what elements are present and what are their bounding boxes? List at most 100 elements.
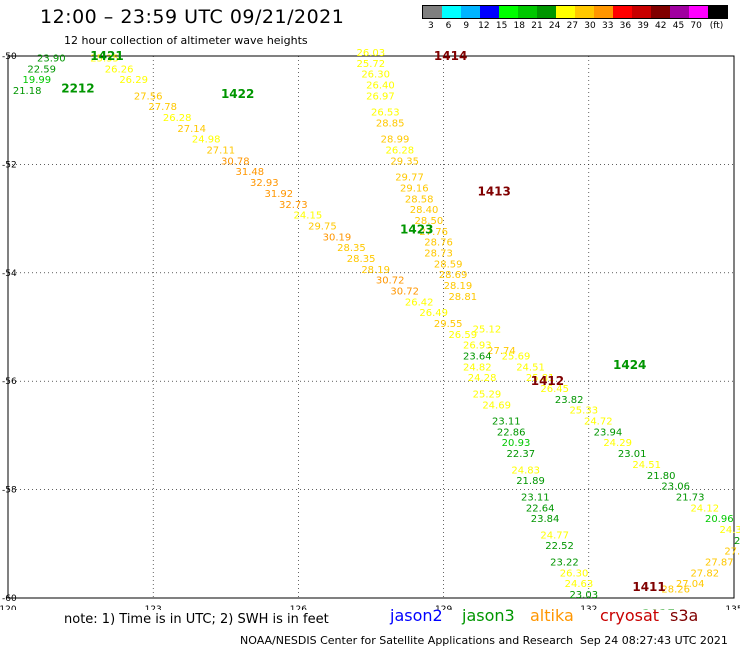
swh-value-label: 22.37 [507,449,536,460]
swh-value-label: 23.82 [555,395,584,406]
lat-tick-label: -52 [2,160,17,170]
swh-value-label: 27.74 [487,346,516,357]
legend-swatch-label: 33 [601,21,614,31]
swh-value-label: 22.86 [497,427,526,438]
swh-value-label: 24.28 [468,373,497,384]
legend-swatch-label: 9 [463,21,470,31]
legend-swatch-label: 42 [655,21,667,31]
swh-value-label: 27.14 [177,124,206,135]
legend-swatch-label: 39 [637,21,649,31]
legend-swatch-label: 6 [445,21,452,31]
swh-value-label: 30.19 [323,232,352,243]
satellite-legend-jason2: jason2 [390,606,443,625]
swh-value-label: 24.51 [516,362,545,373]
pass-time-label: 2015 [642,607,675,610]
pass-time-label: 1412 [531,374,564,388]
legend-swatch [575,6,594,18]
swh-value-label: 23.90 [37,53,66,64]
swh-value-label: 30.72 [390,286,419,297]
swh-value-label: 28.59 [434,259,463,270]
swh-value-label: 26.40 [366,81,395,92]
lat-tick-label: -58 [2,486,17,496]
pass-time-label: 1422 [221,87,254,101]
swh-value-label: 26.49 [419,308,448,319]
satellite-legend-s3a: s3a [670,606,699,625]
legend-swatch [518,6,537,18]
lon-tick-label: 129 [435,605,452,610]
legend-swatch [594,6,613,18]
legend-swatch [708,6,727,18]
swh-value-label: 23.01 [618,449,647,460]
swh-value-label: 24.33 [719,525,740,536]
swh-value-label: 28.35 [347,254,376,265]
lon-tick-label: 132 [580,605,597,610]
swh-value-label: 28.58 [405,194,434,205]
lon-tick-label: 135 [725,605,740,610]
swh-value-label: 28.35 [337,243,366,254]
legend-swatch-label: 3 [427,21,434,31]
swh-value-label: 22.52 [545,541,574,552]
swh-value-label: 28.50 [415,216,444,227]
swh-value-label: 20.96 [705,514,734,525]
swh-value-label: 26.30 [361,70,390,81]
legend-swatch [461,6,480,18]
swh-value-label: 24.69 [482,400,511,411]
legend-swatch [632,6,651,18]
lon-tick-label: 123 [145,605,162,610]
swh-value-label: 24.63 [565,579,594,590]
swh-value-label: 24.29 [603,438,632,449]
swh-value-label: 25.29 [473,389,502,400]
legend-swatch-label: 21 [531,21,543,31]
swh-value-label: 24.77 [540,530,569,541]
legend-swatch [480,6,499,18]
legend-swatch [556,6,575,18]
swh-value-label: 32.93 [250,178,279,189]
swh-value-label: 29.55 [434,319,463,330]
legend-unit: (ft) [709,21,724,31]
swh-value-label: 26.03 [356,48,385,59]
swh-value-label: 24.98 [192,135,221,146]
swh-value-label: 24.15 [294,211,323,222]
swh-value-label: 26.29 [119,75,148,86]
swh-value-label: 23.06 [661,482,690,493]
swh-value-label: 28.99 [381,135,410,146]
swh-value-label: 27.04 [676,579,705,590]
lon-tick-label: 120 [0,605,17,610]
color-legend: 3 6 9 12 15 18 21 24 27 30 33 36 39 42 45 70 (ft) [422,5,728,33]
swh-value-label: 24.83 [511,465,540,476]
swh-value-label: 21.88 [734,536,740,547]
legend-swatch-label: 12 [478,21,490,31]
swh-value-label: 26.26 [105,64,134,75]
legend-swatch [442,6,461,18]
legend-swatch [613,6,632,18]
swh-value-label: 23.11 [521,492,550,503]
lat-tick-label: -54 [2,269,17,279]
swh-value-label: 28.19 [361,265,390,276]
swh-value-label: 26.28 [386,146,415,157]
swh-value-label: 21.89 [516,476,545,487]
swh-value-label: 27.78 [148,102,177,113]
legend-swatch [423,6,442,18]
legend-swatch-label: 70 [690,21,702,31]
legend-swatch-label: 18 [513,21,525,31]
swh-value-label: 23.94 [594,427,623,438]
swh-value-label: 21.80 [647,471,676,482]
lat-tick-label: -60 [2,594,17,604]
swh-value-label: 27.87 [705,557,734,568]
swh-value-label: 24.82 [463,362,492,373]
swh-value-label: 23.84 [531,514,560,525]
swh-value-label: 27.56 [134,91,163,102]
map-frame [7,55,735,599]
swh-value-label: 29.16 [400,184,429,195]
pass-time-label: 1414 [434,49,467,63]
pass-time-label: 1411 [632,580,665,594]
swh-value-label: 21.73 [676,492,705,503]
swh-value-label: 24.12 [690,503,719,514]
swh-value-label: 30.78 [221,156,250,167]
swh-value-label: 25.69 [502,352,531,363]
swh-value-label: 24.72 [584,417,613,428]
swh-value-label: 27.76 [419,227,448,238]
swh-value-label: 19.99 [23,75,52,86]
swh-value-label: 26.97 [366,91,395,102]
lon-tick-label: 126 [290,605,307,610]
